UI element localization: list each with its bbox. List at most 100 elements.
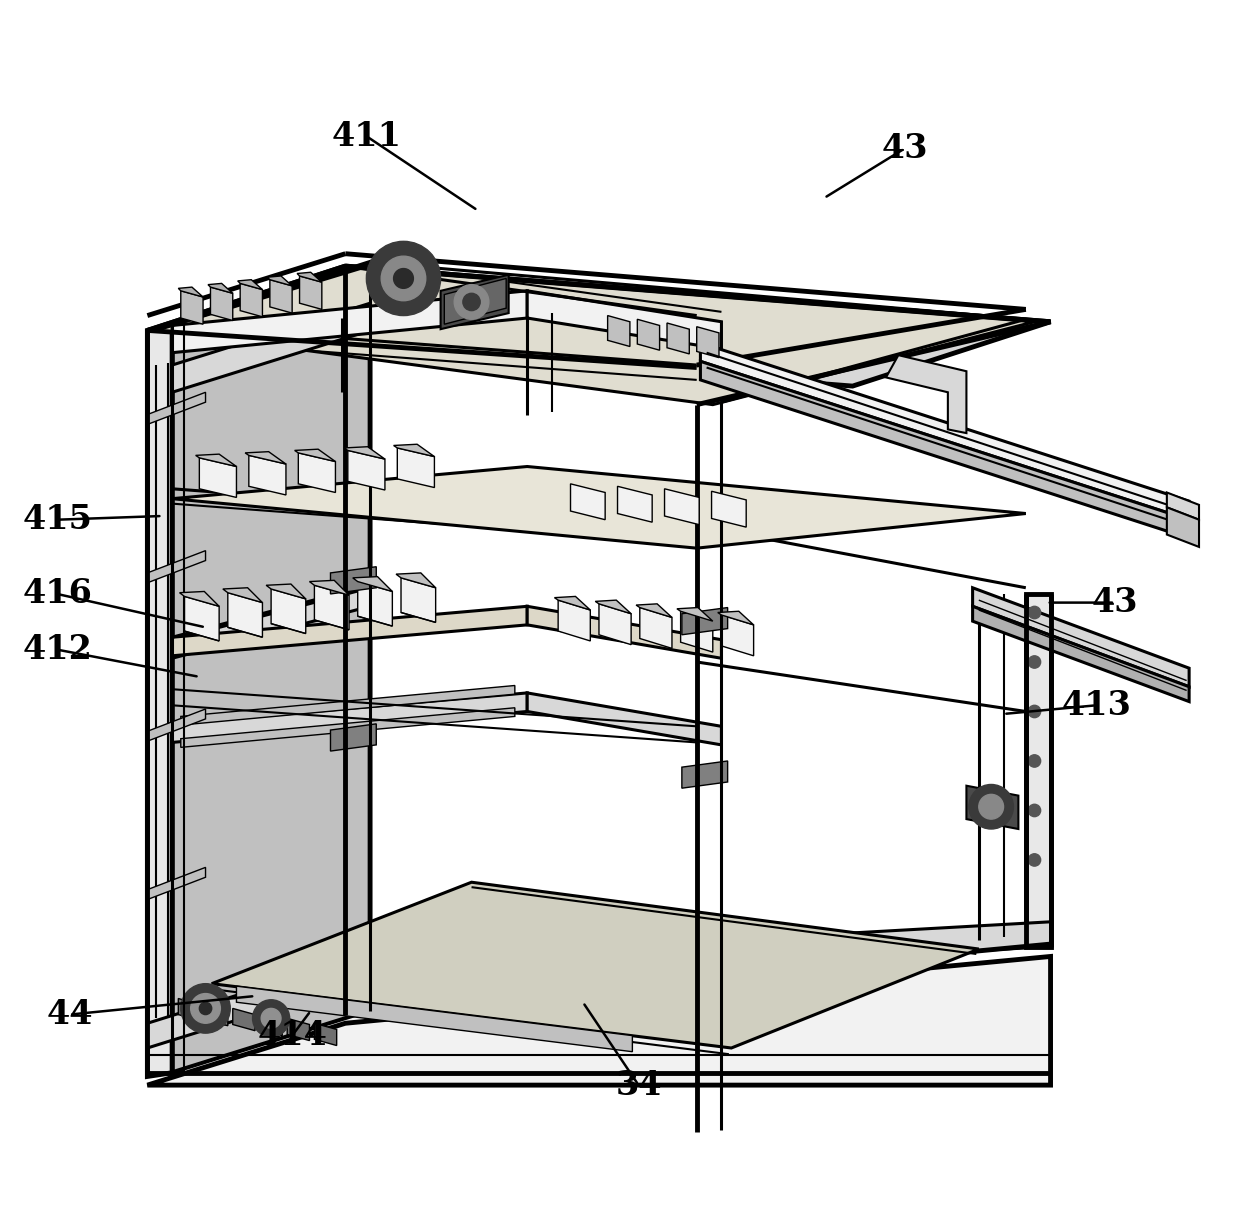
Polygon shape	[148, 551, 206, 583]
Circle shape	[1028, 706, 1040, 718]
Text: 414: 414	[257, 1019, 327, 1052]
Polygon shape	[681, 611, 713, 652]
Polygon shape	[172, 290, 527, 353]
Polygon shape	[228, 593, 263, 637]
Polygon shape	[701, 361, 1189, 538]
Circle shape	[381, 256, 425, 300]
Polygon shape	[595, 600, 631, 614]
Circle shape	[181, 984, 231, 1033]
Polygon shape	[347, 451, 384, 490]
Circle shape	[1028, 854, 1040, 866]
Polygon shape	[270, 279, 293, 314]
Text: 43: 43	[1091, 586, 1138, 619]
Polygon shape	[181, 708, 515, 747]
Polygon shape	[599, 604, 631, 644]
Polygon shape	[148, 266, 1050, 386]
Polygon shape	[148, 921, 1050, 1049]
Polygon shape	[966, 785, 1018, 829]
Polygon shape	[665, 489, 699, 524]
Polygon shape	[172, 606, 527, 655]
Polygon shape	[223, 588, 263, 603]
Polygon shape	[272, 589, 306, 633]
Circle shape	[1028, 805, 1040, 817]
Circle shape	[393, 268, 413, 288]
Circle shape	[1028, 755, 1040, 767]
Polygon shape	[558, 600, 590, 641]
Circle shape	[968, 784, 1013, 829]
Polygon shape	[527, 693, 722, 745]
Polygon shape	[148, 709, 206, 741]
Polygon shape	[206, 1003, 228, 1025]
Polygon shape	[712, 491, 746, 527]
Circle shape	[978, 794, 1003, 820]
Polygon shape	[608, 316, 630, 347]
Polygon shape	[212, 882, 978, 1049]
Polygon shape	[181, 290, 203, 325]
Polygon shape	[185, 597, 219, 641]
Polygon shape	[1025, 594, 1050, 947]
Polygon shape	[172, 693, 527, 742]
Text: 413: 413	[1061, 688, 1131, 722]
Text: 412: 412	[22, 633, 92, 666]
Polygon shape	[148, 867, 206, 899]
Polygon shape	[181, 686, 515, 725]
Polygon shape	[288, 1018, 310, 1040]
Polygon shape	[315, 586, 348, 630]
Polygon shape	[887, 355, 966, 434]
Polygon shape	[299, 453, 336, 492]
Polygon shape	[570, 484, 605, 519]
Circle shape	[200, 1002, 212, 1014]
Polygon shape	[310, 581, 348, 595]
Polygon shape	[440, 274, 508, 330]
Text: 34: 34	[615, 1068, 662, 1101]
Circle shape	[253, 1000, 290, 1036]
Polygon shape	[343, 447, 384, 459]
Text: 43: 43	[882, 132, 928, 165]
Circle shape	[366, 241, 440, 316]
Polygon shape	[370, 990, 1050, 1011]
Polygon shape	[260, 1013, 283, 1035]
Polygon shape	[682, 608, 728, 635]
Circle shape	[1028, 655, 1040, 668]
Polygon shape	[718, 611, 754, 625]
Polygon shape	[196, 454, 237, 467]
Polygon shape	[352, 577, 392, 592]
Polygon shape	[246, 452, 286, 464]
Text: 44: 44	[46, 998, 93, 1031]
Polygon shape	[200, 458, 237, 497]
Polygon shape	[640, 608, 672, 648]
Polygon shape	[148, 326, 172, 1077]
Polygon shape	[1167, 507, 1199, 546]
Polygon shape	[267, 584, 306, 599]
Polygon shape	[396, 573, 435, 588]
Text: 415: 415	[22, 503, 92, 537]
Circle shape	[1028, 606, 1040, 619]
Polygon shape	[233, 1008, 255, 1030]
Polygon shape	[527, 290, 722, 349]
Polygon shape	[554, 597, 590, 610]
Polygon shape	[682, 761, 728, 788]
Polygon shape	[148, 957, 1050, 1085]
Polygon shape	[241, 283, 263, 317]
Polygon shape	[401, 578, 435, 622]
Polygon shape	[148, 392, 206, 424]
Text: 416: 416	[22, 577, 92, 610]
Polygon shape	[172, 304, 370, 392]
Polygon shape	[211, 287, 233, 321]
Polygon shape	[237, 986, 632, 1052]
Polygon shape	[172, 262, 370, 1073]
Polygon shape	[295, 450, 336, 462]
Circle shape	[463, 293, 480, 311]
Polygon shape	[637, 320, 660, 350]
Polygon shape	[172, 1011, 1050, 1073]
Polygon shape	[636, 604, 672, 617]
Polygon shape	[300, 276, 322, 310]
Polygon shape	[697, 327, 719, 358]
Polygon shape	[172, 588, 370, 658]
Polygon shape	[1167, 492, 1199, 519]
Polygon shape	[268, 276, 293, 285]
Polygon shape	[722, 615, 754, 655]
Polygon shape	[701, 343, 1189, 519]
Polygon shape	[972, 606, 1189, 702]
Polygon shape	[238, 279, 263, 289]
